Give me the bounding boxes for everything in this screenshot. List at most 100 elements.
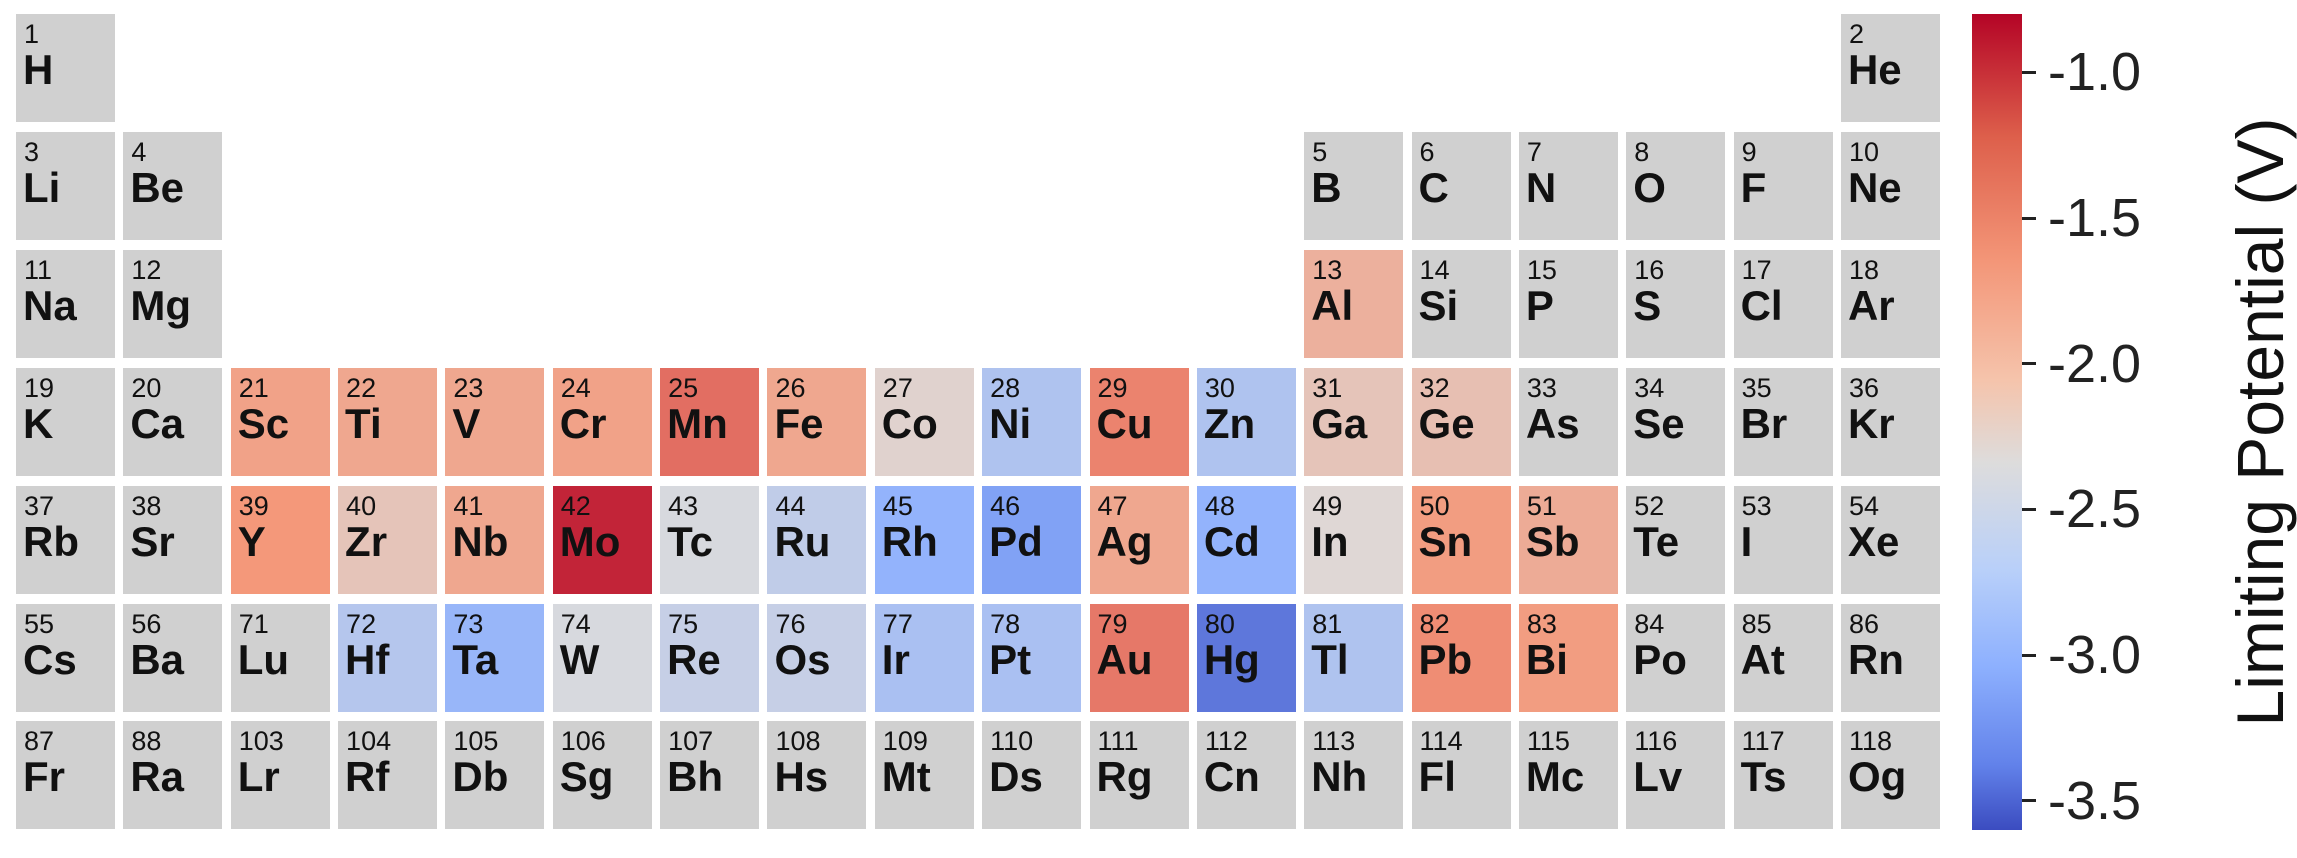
element-symbol: Mc (1525, 753, 1585, 801)
atomic-number: 44 (775, 490, 806, 521)
colorbar-label: Limiting Potential (V) (2223, 117, 2297, 727)
element-cell-mt: 109 Mt (874, 721, 974, 830)
element-symbol: Fr (23, 753, 65, 801)
atomic-number: 43 (668, 490, 699, 521)
element-cell-mn: 25 Mn (660, 367, 760, 476)
atomic-number: 103 (238, 726, 284, 757)
element-symbol: Fl (1418, 753, 1456, 801)
element-symbol: Os (774, 635, 831, 683)
colorbar-tick-label: -1.5 (2048, 188, 2142, 248)
element-symbol: Ta (452, 635, 499, 683)
element-symbol: Ti (345, 399, 382, 447)
element-cell-rb: 37 Rb (16, 485, 115, 594)
element-symbol: Y (237, 517, 266, 565)
atomic-number: 36 (1848, 372, 1879, 403)
element-symbol: Ar (1847, 281, 1895, 329)
element-symbol: Nb (452, 517, 509, 565)
element-symbol: Cu (1096, 399, 1153, 447)
element-symbol: Mg (130, 281, 191, 329)
element-cell-ag: 47 Ag (1089, 485, 1189, 594)
atomic-number: 52 (1634, 490, 1665, 521)
element-cell-pb: 82 Pb (1411, 603, 1511, 712)
element-symbol: Au (1096, 635, 1153, 683)
element-cell-bi: 83 Bi (1518, 603, 1618, 712)
element-symbol: Al (1311, 281, 1354, 329)
atomic-number: 7 (1526, 136, 1542, 167)
element-cell-ra: 88 Ra (123, 721, 223, 830)
element-cell-cu: 29 Cu (1089, 367, 1189, 476)
element-cell-ti: 22 Ti (338, 367, 438, 476)
atomic-number: 34 (1634, 372, 1665, 403)
element-symbol: Ni (989, 399, 1032, 447)
element-symbol: Si (1418, 281, 1459, 329)
element-symbol: Mo (559, 517, 621, 565)
atomic-number: 42 (560, 490, 591, 521)
atomic-number: 109 (882, 726, 928, 757)
atomic-number: 71 (238, 608, 269, 639)
atomic-number: 41 (453, 490, 484, 521)
element-symbol: Pd (989, 517, 1043, 565)
atomic-number: 72 (346, 608, 377, 639)
element-cell-fl: 114 Fl (1411, 721, 1511, 830)
element-symbol: Se (1633, 399, 1685, 447)
colorbar-tick-label: -3.0 (2048, 625, 2142, 686)
atomic-number: 117 (1741, 726, 1785, 757)
element-symbol: Li (23, 163, 61, 211)
atomic-number: 111 (1097, 726, 1139, 757)
atomic-number: 24 (560, 372, 591, 403)
element-cell-ta: 73 Ta (445, 603, 545, 712)
element-symbol: Mt (881, 753, 931, 801)
atomic-number: 116 (1634, 726, 1678, 757)
atomic-number: 75 (668, 608, 699, 639)
atomic-number: 80 (1204, 608, 1235, 639)
atomic-number: 39 (238, 490, 269, 521)
element-cell-v: 23 V (445, 367, 545, 476)
element-symbol: Mn (667, 399, 728, 447)
element-cell-k: 19 K (16, 367, 115, 476)
element-cell-ni: 28 Ni (982, 367, 1082, 476)
element-cell-lu: 71 Lu (230, 603, 330, 712)
atomic-number: 79 (1097, 608, 1128, 639)
element-cell-rn: 86 Rn (1840, 603, 1940, 712)
element-symbol: In (1311, 517, 1349, 565)
atomic-number: 27 (882, 372, 913, 403)
element-cell-re: 75 Re (660, 603, 760, 712)
atomic-number: 105 (453, 726, 499, 757)
element-cell-zr: 40 Zr (338, 485, 438, 594)
atomic-number: 48 (1204, 490, 1235, 521)
atomic-number: 82 (1419, 608, 1450, 639)
element-symbol: Sn (1418, 517, 1473, 565)
element-cell-he: 2 He (1840, 14, 1940, 122)
element-symbol: At (1740, 635, 1785, 683)
element-cell-mg: 12 Mg (123, 249, 223, 358)
atomic-number: 23 (453, 372, 484, 403)
element-cell-cd: 48 Cd (1196, 485, 1296, 594)
element-symbol: W (559, 635, 600, 683)
element-cell-db: 105 Db (445, 721, 545, 830)
element-symbol: Rf (345, 753, 390, 801)
element-symbol: B (1311, 163, 1342, 211)
element-cell-br: 35 Br (1733, 367, 1833, 476)
atomic-number: 9 (1741, 136, 1757, 167)
element-cell-sr: 38 Sr (123, 485, 223, 594)
element-cell-mc: 115 Mc (1518, 721, 1618, 830)
atomic-number: 77 (882, 608, 913, 639)
element-symbol: Ir (881, 635, 910, 683)
atomic-number: 107 (668, 726, 714, 757)
atomic-number: 22 (346, 372, 377, 403)
atomic-number: 16 (1634, 254, 1665, 285)
element-cell-xe: 54 Xe (1840, 485, 1940, 594)
element-cell-tc: 43 Tc (660, 485, 760, 594)
atomic-number: 87 (24, 726, 55, 757)
element-symbol: Ru (774, 517, 831, 565)
element-symbol: Xe (1847, 517, 1900, 565)
atomic-number: 104 (346, 726, 392, 757)
atomic-number: 74 (560, 608, 591, 639)
element-symbol: Hf (345, 635, 390, 683)
atomic-number: 17 (1741, 254, 1772, 285)
colorbar-tick-label: -1.0 (2048, 42, 2142, 103)
atomic-number: 38 (131, 490, 162, 521)
atomic-number: 20 (131, 372, 162, 403)
atomic-number: 25 (668, 372, 699, 403)
